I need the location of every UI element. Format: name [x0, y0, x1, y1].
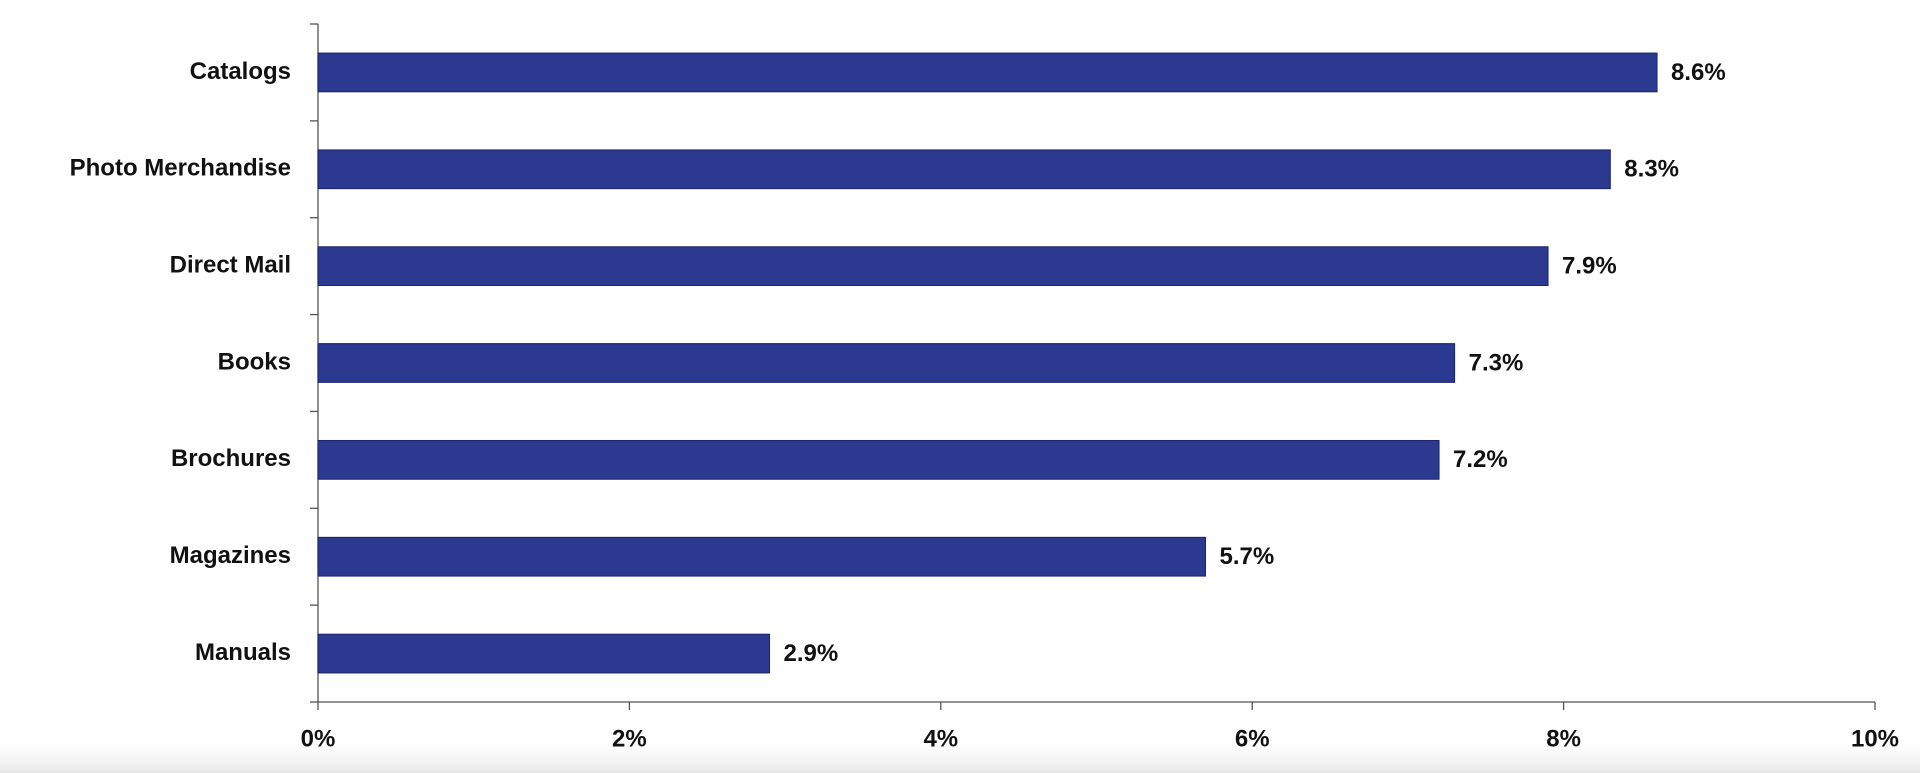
y-tick-label: Direct Mail: [170, 251, 291, 278]
x-tick-label: 8%: [1546, 725, 1581, 752]
bar: [317, 246, 1549, 287]
x-tick-label: 4%: [923, 725, 958, 752]
x-tick-label: 0%: [301, 725, 336, 752]
x-tick-label: 6%: [1235, 725, 1270, 752]
bar: [317, 439, 1440, 480]
bar: [317, 536, 1206, 577]
y-tick-label: Photo Merchandise: [70, 155, 291, 182]
bar: [317, 633, 771, 674]
y-tick-label: Catalogs: [190, 58, 291, 85]
y-tick-label: Books: [218, 348, 291, 375]
value-label: 2.9%: [784, 640, 839, 667]
value-label: 8.6%: [1671, 59, 1726, 86]
value-label: 7.2%: [1453, 446, 1508, 473]
bar: [317, 343, 1456, 383]
y-tick-label: Magazines: [170, 542, 291, 569]
x-tick-label: 10%: [1851, 725, 1899, 752]
bottom-shade: [0, 735, 1920, 773]
value-label: 5.7%: [1219, 543, 1274, 570]
value-label: 7.3%: [1469, 349, 1524, 376]
bar: [317, 149, 1611, 190]
value-label: 7.9%: [1562, 252, 1617, 279]
y-tick-label: Manuals: [195, 639, 291, 666]
y-tick-label: Brochures: [171, 445, 291, 472]
bar: [317, 52, 1658, 93]
value-label: 8.3%: [1624, 156, 1679, 183]
x-tick-label: 2%: [612, 725, 647, 752]
